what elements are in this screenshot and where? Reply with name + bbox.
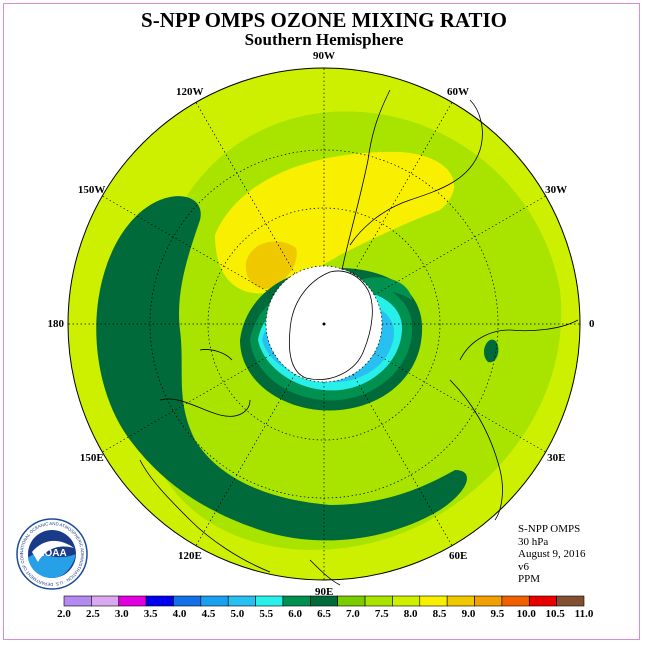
colorbar-tick-label: 6.5	[317, 608, 331, 620]
meridian-line	[352, 102, 453, 274]
figure-frame	[3, 3, 640, 640]
longitude-label: 90E	[315, 586, 334, 598]
colorbar-tick-label: 4.0	[172, 608, 187, 620]
info-units: PPM	[518, 573, 541, 585]
meridian-line	[195, 102, 296, 274]
orange-patch-field	[245, 241, 297, 289]
info-panel: S-NPP OMPS 30 hPa August 9, 2016 v6 PPM	[518, 523, 586, 586]
colorbar-tick-label: 3.0	[114, 608, 129, 620]
colorbar-tick-label: 2.0	[57, 608, 71, 620]
meridian-line	[374, 352, 546, 453]
meridian-lines	[68, 68, 580, 580]
colorbar-tick-label: 7.5	[374, 608, 389, 620]
colorbar-segment	[337, 595, 366, 607]
colorbar-tick-label: 8.5	[432, 608, 447, 620]
longitude-label: 90W	[313, 50, 335, 62]
colorbar-segment	[556, 595, 585, 607]
colorbar-segment	[63, 595, 92, 607]
colorbar-tick-label: 11.0	[574, 608, 594, 620]
colorbar-tick-label: 7.0	[346, 608, 360, 620]
meridian-line	[195, 374, 296, 546]
colorbar-tick-label: 9.5	[490, 608, 505, 620]
south-pole-point	[322, 322, 326, 326]
svg-text:NOAA: NOAA	[37, 548, 66, 559]
colorbar-segment	[446, 595, 475, 607]
longitude-label: 180	[47, 318, 65, 330]
colorbar-tick-label: 3.5	[143, 608, 158, 620]
map-boundary	[67, 67, 581, 581]
coastlines	[139, 89, 579, 586]
colorbar-segment	[145, 595, 174, 607]
longitude-label: 120W	[176, 85, 204, 98]
longitude-label: 120E	[178, 550, 202, 563]
info-instrument: S-NPP OMPS	[518, 523, 581, 535]
colorbar-segment	[528, 595, 557, 607]
colorbar-segment	[419, 595, 448, 607]
colorbar-tick-label: 6.0	[288, 608, 302, 620]
colorbar-tick-label: 9.0	[461, 608, 476, 620]
meridian-line	[374, 195, 546, 296]
colorbar-tick-label: 4.5	[201, 608, 216, 620]
colorbar-segment	[200, 595, 229, 607]
longitude-label: 150W	[77, 184, 106, 196]
colorbar-segment	[227, 595, 256, 607]
longitude-label: 30E	[547, 452, 566, 464]
colorbar-segment	[474, 595, 503, 607]
colorbar-segment	[364, 595, 393, 607]
noaa-emblem: NOAA NATIONAL OCEANIC AND ATMOSPHERIC AD…	[14, 514, 88, 590]
meridian-line	[352, 374, 453, 546]
colorbar-segment	[501, 595, 530, 607]
colorbar-tick-label: 2.5	[86, 608, 100, 620]
colorbar-segment	[91, 595, 120, 607]
colorbar-tick-label: 5.0	[230, 608, 245, 620]
colorbar-segment	[310, 595, 338, 607]
map-title: S-NPP OMPS OZONE MIXING RATIO	[141, 8, 507, 32]
colorbar-tick-label: 8.0	[403, 608, 418, 620]
colorbar-segment	[173, 595, 202, 607]
info-level: 30 hPa	[518, 535, 549, 548]
colorbar-segment	[282, 595, 311, 607]
noaa-logo: NOAA NATIONAL OCEANIC AND ATMOSPHERIC AD…	[14, 514, 88, 590]
map-subtitle: Southern Hemisphere	[244, 30, 404, 49]
colorbar-segment	[392, 595, 421, 607]
meridian-line	[102, 195, 274, 296]
longitude-label: 0	[589, 318, 595, 330]
info-date: August 9, 2016	[518, 548, 586, 560]
colorbar-tick-label: 10.0	[516, 608, 536, 620]
colorbar-segment	[118, 595, 147, 607]
colorbar-segment	[255, 595, 284, 607]
longitude-label: 30W	[545, 184, 568, 196]
longitude-label: 150E	[79, 452, 104, 464]
colorbar-tick-label: 10.5	[545, 608, 565, 620]
longitude-label: 60W	[447, 85, 469, 98]
meridian-line	[102, 352, 274, 453]
longitude-label: 60E	[449, 550, 468, 563]
info-version: v6	[518, 560, 529, 573]
colorbar-tick-label: 5.5	[259, 608, 274, 620]
dark-green-arc-field	[96, 196, 467, 541]
